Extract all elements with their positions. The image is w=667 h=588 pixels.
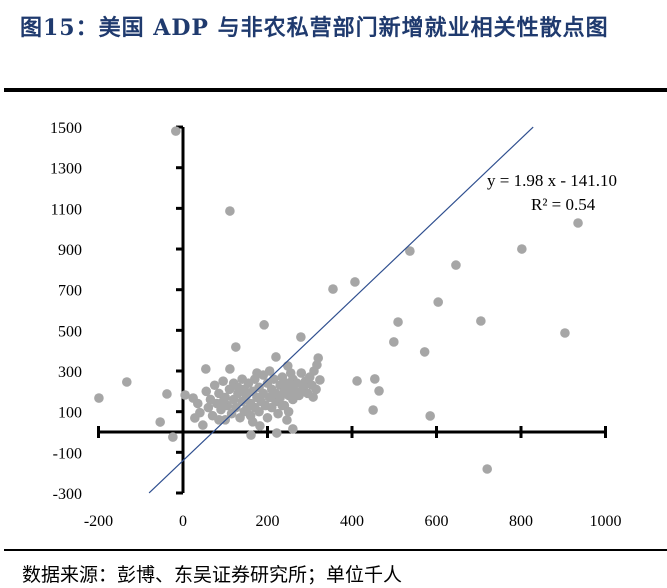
data-point: [405, 246, 415, 256]
data-point: [517, 244, 527, 254]
data-point: [192, 398, 203, 409]
data-point: [425, 411, 435, 421]
y-tick-label: 1100: [51, 201, 82, 218]
data-point: [201, 364, 211, 374]
data-point: [271, 352, 281, 362]
data-point: [482, 464, 493, 474]
data-point: [370, 374, 380, 384]
x-tick-label: 1000: [590, 513, 622, 530]
data-point: [315, 375, 325, 385]
data-point: [252, 368, 262, 378]
data-point: [255, 421, 265, 431]
data-point: [231, 402, 241, 413]
y-tick-label: 500: [58, 323, 82, 340]
data-point: [368, 405, 378, 415]
data-point: [296, 368, 307, 378]
data-point: [374, 386, 384, 396]
chart-title: 图15：美国 ADP 与非农私营部门新增就业相关性散点图: [20, 15, 609, 41]
top-divider: [4, 88, 667, 92]
x-tick-label: 200: [256, 513, 280, 530]
x-tick-label: 800: [509, 513, 533, 530]
y-tick-label: 1300: [50, 161, 82, 178]
x-tick-label: 600: [425, 513, 449, 530]
data-point: [239, 406, 250, 417]
data-point: [201, 386, 212, 397]
data-point: [198, 420, 208, 430]
data-point: [296, 386, 307, 397]
x-tick-label: 0: [179, 513, 187, 530]
data-point: [285, 368, 296, 378]
data-point: [195, 407, 205, 418]
data-point: [476, 316, 486, 326]
data-point: [209, 380, 220, 391]
data-point: [350, 277, 360, 287]
data-point: [225, 364, 235, 374]
data-point: [352, 376, 362, 386]
data-point: [231, 342, 241, 352]
data-point: [262, 412, 273, 423]
data-point: [155, 417, 165, 427]
y-tick-label: 700: [58, 283, 82, 300]
data-point: [389, 337, 399, 347]
data-point: [233, 382, 243, 393]
data-point: [419, 347, 430, 357]
data-point: [277, 400, 288, 411]
data-point: [94, 393, 104, 403]
data-point: [451, 260, 461, 270]
data-point: [203, 402, 214, 413]
data-point: [246, 430, 256, 440]
data-point: [214, 415, 224, 425]
data-point: [573, 218, 583, 228]
data-point: [393, 317, 403, 327]
x-tick-label: 400: [340, 513, 364, 530]
trendline-r2: R² = 0.54: [531, 195, 596, 214]
data-point: [311, 384, 321, 395]
data-point: [171, 126, 181, 136]
bottom-divider: [4, 549, 667, 551]
data-point: [218, 396, 228, 407]
x-tick-label: -200: [84, 513, 113, 530]
data-point: [225, 206, 235, 216]
scatter-chart: -200 0 200 400 600 800 1000 -300 -100 100 300 500 70…: [50, 120, 622, 530]
data-point: [283, 406, 294, 417]
data-point: [560, 328, 570, 338]
data-point: [180, 390, 190, 400]
trendline: [148, 126, 534, 494]
data-point: [433, 297, 443, 307]
y-tick-label: 900: [58, 242, 82, 259]
data-point: [271, 428, 282, 438]
y-tick-label: 300: [58, 364, 82, 381]
data-point: [288, 424, 298, 434]
data-point: [254, 406, 264, 417]
data-point: [247, 417, 258, 427]
y-tick-label: -300: [53, 486, 82, 503]
data-point: [309, 366, 319, 376]
trendline-equation: y = 1.98 x - 141.10: [487, 171, 617, 190]
data-point: [282, 415, 292, 425]
data-point: [273, 408, 283, 419]
data-point: [218, 376, 228, 386]
data-point: [122, 377, 132, 387]
y-tick-label: 100: [58, 405, 82, 422]
data-point: [168, 432, 178, 442]
data-point: [264, 366, 275, 376]
y-tick-label: 1500: [50, 120, 82, 137]
data-point: [259, 320, 269, 330]
source-note: 数据来源：彭博、东吴证券研究所；单位千人: [22, 564, 403, 586]
y-tick-label: -100: [53, 445, 82, 462]
data-point: [328, 284, 338, 294]
data-point: [296, 332, 306, 342]
data-point: [162, 389, 172, 399]
